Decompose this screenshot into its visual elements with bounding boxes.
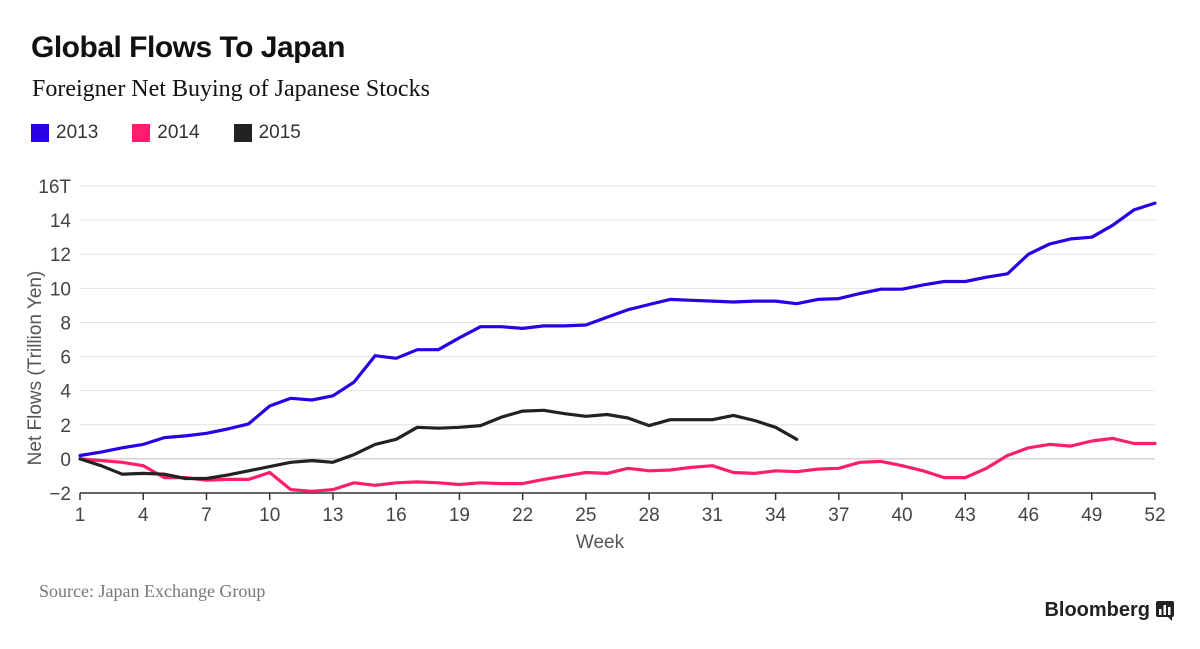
x-tick-label: 46: [1018, 505, 1039, 526]
x-tick-label: 19: [449, 505, 470, 526]
x-tick-label: 4: [138, 505, 149, 526]
y-tick-label: 10: [50, 279, 71, 300]
chart-title: Global Flows To Japan: [31, 31, 345, 64]
y-tick-label: 16T: [38, 177, 71, 198]
x-tick-labels: 1 4 7 10 13 16 19 22 25 28 31 34 37 40 43 46 49 52: [75, 505, 1166, 526]
x-tick-label: 22: [512, 505, 533, 526]
x-tick-label: 10: [259, 505, 280, 526]
y-tick-label: 4: [60, 382, 71, 403]
legend-label-2015: 2015: [258, 122, 301, 143]
bloomberg-chart-icon: [1156, 600, 1174, 621]
x-tick-label: 13: [322, 505, 343, 526]
x-axis-label: Week: [576, 532, 625, 553]
x-tick-label: 40: [891, 505, 912, 526]
x-tick-label: 49: [1081, 505, 1102, 526]
y-tick-labels: −2 0 2 4 6 8 10 12 14 16T: [38, 177, 71, 505]
legend-swatch-2015: [233, 124, 252, 142]
y-tick-label: 14: [50, 211, 72, 232]
y-tick-label: 6: [60, 348, 71, 369]
gridlines: [79, 185, 1156, 500]
legend-item-2013: 2013: [31, 122, 98, 144]
x-tick-label: 28: [639, 505, 660, 526]
legend-item-2015: 2015: [233, 122, 301, 144]
series-lines: [78, 201, 1157, 493]
x-tick-label: 1: [75, 505, 86, 526]
x-tick-label: 31: [702, 505, 723, 526]
x-tick-label: 16: [386, 505, 407, 526]
x-tick-label: 52: [1144, 505, 1165, 526]
x-tick-label: 43: [955, 505, 976, 526]
legend-swatch-2014: [132, 124, 151, 142]
y-tick-label: 8: [60, 313, 71, 334]
legend: 2013 2014 2015: [31, 122, 335, 144]
x-tick-label: 25: [575, 505, 596, 526]
series-line-2013: [78, 201, 1157, 458]
legend-item-2014: 2014: [132, 122, 200, 144]
legend-label-2014: 2014: [157, 122, 200, 143]
chart-subtitle: Foreigner Net Buying of Japanese Stocks: [32, 76, 430, 102]
source-note: Source: Japan Exchange Group: [39, 581, 266, 601]
x-tick-label: 7: [201, 505, 212, 526]
series-line-2015: [78, 408, 799, 481]
x-tick-label: 37: [828, 505, 849, 526]
y-tick-label: 2: [60, 416, 71, 437]
legend-label-2013: 2013: [56, 122, 99, 143]
brand-name: Bloomberg: [1044, 599, 1150, 621]
y-tick-label: −2: [49, 484, 71, 505]
series-line-2014: [78, 436, 1157, 493]
y-tick-label: 12: [50, 245, 71, 266]
y-tick-label: 0: [60, 450, 71, 471]
brand-logo: Bloomberg: [1044, 599, 1174, 622]
legend-swatch-2013: [31, 124, 49, 142]
y-axis-label: Net Flows (Trillion Yen): [25, 271, 46, 466]
x-tick-label: 34: [765, 505, 787, 526]
